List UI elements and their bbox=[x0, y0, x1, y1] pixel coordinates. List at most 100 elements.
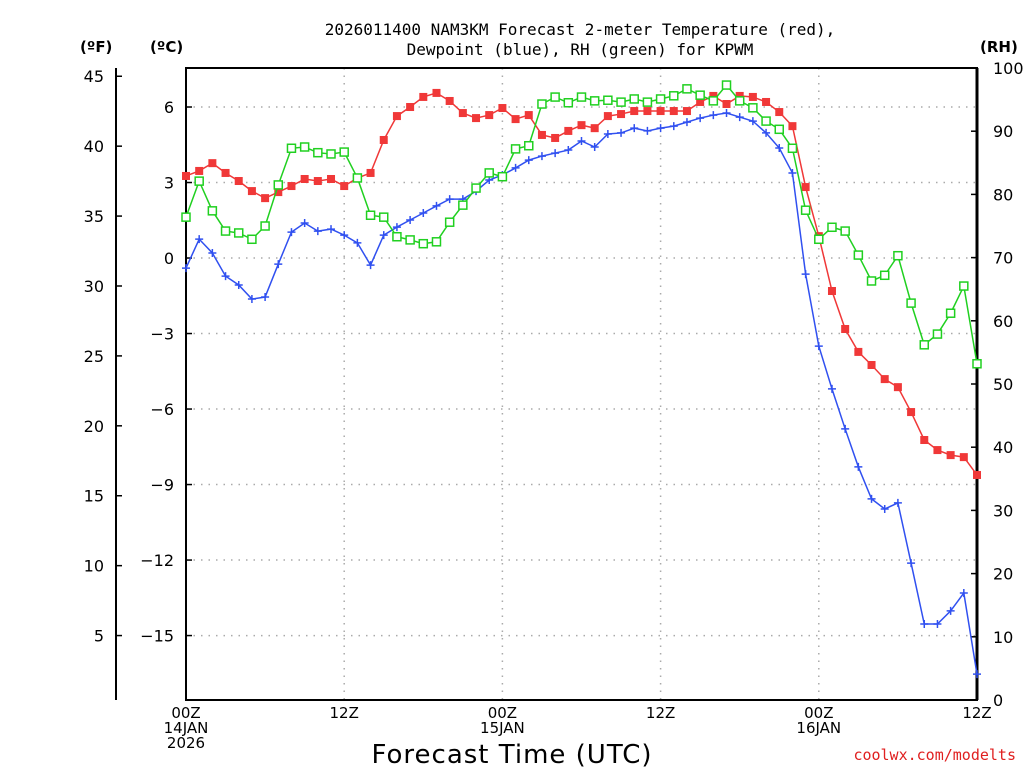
temperature-point bbox=[392, 112, 401, 121]
dewpoint-point bbox=[247, 295, 256, 304]
temperature-point bbox=[656, 107, 665, 116]
fahrenheit-tick-label: 30 bbox=[84, 277, 104, 296]
temperature-point bbox=[920, 436, 929, 445]
rh-point bbox=[919, 340, 930, 350]
x-tick-label: 12Z bbox=[646, 704, 675, 722]
fahrenheit-tick-label: 10 bbox=[84, 557, 104, 576]
temperature-point bbox=[630, 107, 639, 116]
rh-point bbox=[379, 212, 389, 222]
dewpoint-point bbox=[419, 208, 428, 217]
dewpoint-point bbox=[775, 144, 784, 153]
temperature-point bbox=[893, 383, 902, 392]
rh-point bbox=[365, 210, 376, 221]
temperature-point bbox=[854, 347, 863, 356]
temperature-point bbox=[551, 133, 560, 142]
x-tick-label: 14JAN bbox=[164, 719, 209, 737]
temperature-point bbox=[590, 124, 599, 133]
dewpoint-point bbox=[551, 149, 560, 158]
celsius-tick-label: 0 bbox=[164, 249, 174, 268]
x-tick-label: 00Z bbox=[488, 704, 517, 722]
dewpoint-point bbox=[564, 146, 573, 155]
temperature-point bbox=[973, 470, 981, 479]
rh-point bbox=[550, 92, 560, 102]
fahrenheit-tick-label: 5 bbox=[94, 627, 104, 646]
rh-point bbox=[721, 80, 732, 90]
dewpoint-point bbox=[907, 559, 916, 568]
dewpoint-point bbox=[973, 670, 981, 679]
rh-point bbox=[458, 200, 468, 210]
celsius-tick-label: 3 bbox=[164, 174, 174, 193]
rh-point bbox=[655, 94, 666, 104]
temperature-point bbox=[379, 135, 388, 144]
dewpoint-point bbox=[814, 342, 823, 351]
dewpoint-point bbox=[933, 619, 942, 628]
rh-point bbox=[708, 96, 719, 106]
rh-point bbox=[616, 97, 626, 107]
rh-tick-label: 80 bbox=[993, 185, 1013, 204]
rh-tick-label: 60 bbox=[993, 312, 1013, 331]
rh-point bbox=[734, 96, 745, 106]
temperature-point bbox=[775, 108, 784, 117]
fahrenheit-tick-label: 15 bbox=[84, 487, 104, 506]
rh-point bbox=[405, 235, 415, 245]
dewpoint-point bbox=[366, 261, 375, 270]
temperature-point bbox=[841, 325, 850, 334]
temperature-point bbox=[221, 168, 230, 177]
rh-point bbox=[444, 217, 455, 227]
dewpoint-point bbox=[959, 589, 968, 598]
dewpoint-point bbox=[300, 219, 309, 228]
rh-tick-label: 0 bbox=[993, 691, 1003, 710]
temperature-point bbox=[195, 166, 204, 175]
temperature-point bbox=[735, 91, 744, 100]
temperature-point bbox=[247, 187, 256, 196]
rh-point bbox=[695, 90, 705, 100]
temperature-point bbox=[208, 159, 217, 168]
dewpoint-point bbox=[208, 248, 217, 257]
series-dewpoint bbox=[182, 109, 981, 679]
temperature-point bbox=[907, 408, 916, 417]
rh-point bbox=[840, 226, 850, 236]
rh-tick-label: 30 bbox=[993, 501, 1013, 520]
rh-point bbox=[510, 144, 521, 154]
temperature-point bbox=[722, 99, 731, 108]
rh-point bbox=[853, 250, 864, 260]
dewpoint-point bbox=[867, 494, 876, 503]
dewpoint-point bbox=[656, 124, 665, 133]
temperature-point bbox=[564, 126, 573, 135]
chart-title-line-1: 2026011400 NAM3KM Forecast 2-meter Tempe… bbox=[325, 20, 836, 39]
temperature-point bbox=[234, 177, 243, 186]
dewpoint-point bbox=[445, 195, 454, 204]
rh-point bbox=[247, 234, 257, 245]
dewpoint-point bbox=[327, 225, 336, 234]
temperature-point bbox=[327, 174, 336, 183]
temperature-point bbox=[643, 107, 652, 116]
rh-point bbox=[471, 183, 481, 193]
dewpoint-point bbox=[682, 118, 691, 127]
fahrenheit-tick-label: 40 bbox=[84, 137, 104, 156]
fahrenheit-unit-label: (ºF) bbox=[80, 38, 112, 56]
dewpoint-point bbox=[392, 223, 401, 232]
fahrenheit-tick-label: 35 bbox=[84, 207, 104, 226]
x-tick-label: 12Z bbox=[330, 704, 359, 722]
dewpoint-point bbox=[788, 168, 797, 177]
rh-point bbox=[932, 329, 943, 339]
temperature-point bbox=[366, 168, 375, 177]
rh-point bbox=[392, 231, 402, 242]
rh-point bbox=[563, 98, 574, 108]
rh-point bbox=[761, 116, 771, 126]
dewpoint-point bbox=[234, 280, 243, 289]
dewpoint-point bbox=[603, 129, 612, 138]
chart-title-line-2: Dewpoint (blue), RH (green) for KPWM bbox=[407, 40, 754, 59]
rh-point bbox=[524, 140, 534, 151]
rh-point bbox=[260, 221, 270, 231]
temperature-point bbox=[261, 194, 270, 203]
dewpoint-point bbox=[590, 143, 599, 152]
rh-point bbox=[893, 250, 903, 261]
rh-point bbox=[181, 212, 191, 222]
fahrenheit-tick-label: 45 bbox=[84, 67, 104, 86]
rh-tick-label: 20 bbox=[993, 565, 1013, 584]
dewpoint-point bbox=[274, 260, 283, 269]
temperature-point bbox=[709, 91, 718, 100]
temperature-point bbox=[287, 182, 296, 191]
rh-point bbox=[827, 222, 837, 233]
